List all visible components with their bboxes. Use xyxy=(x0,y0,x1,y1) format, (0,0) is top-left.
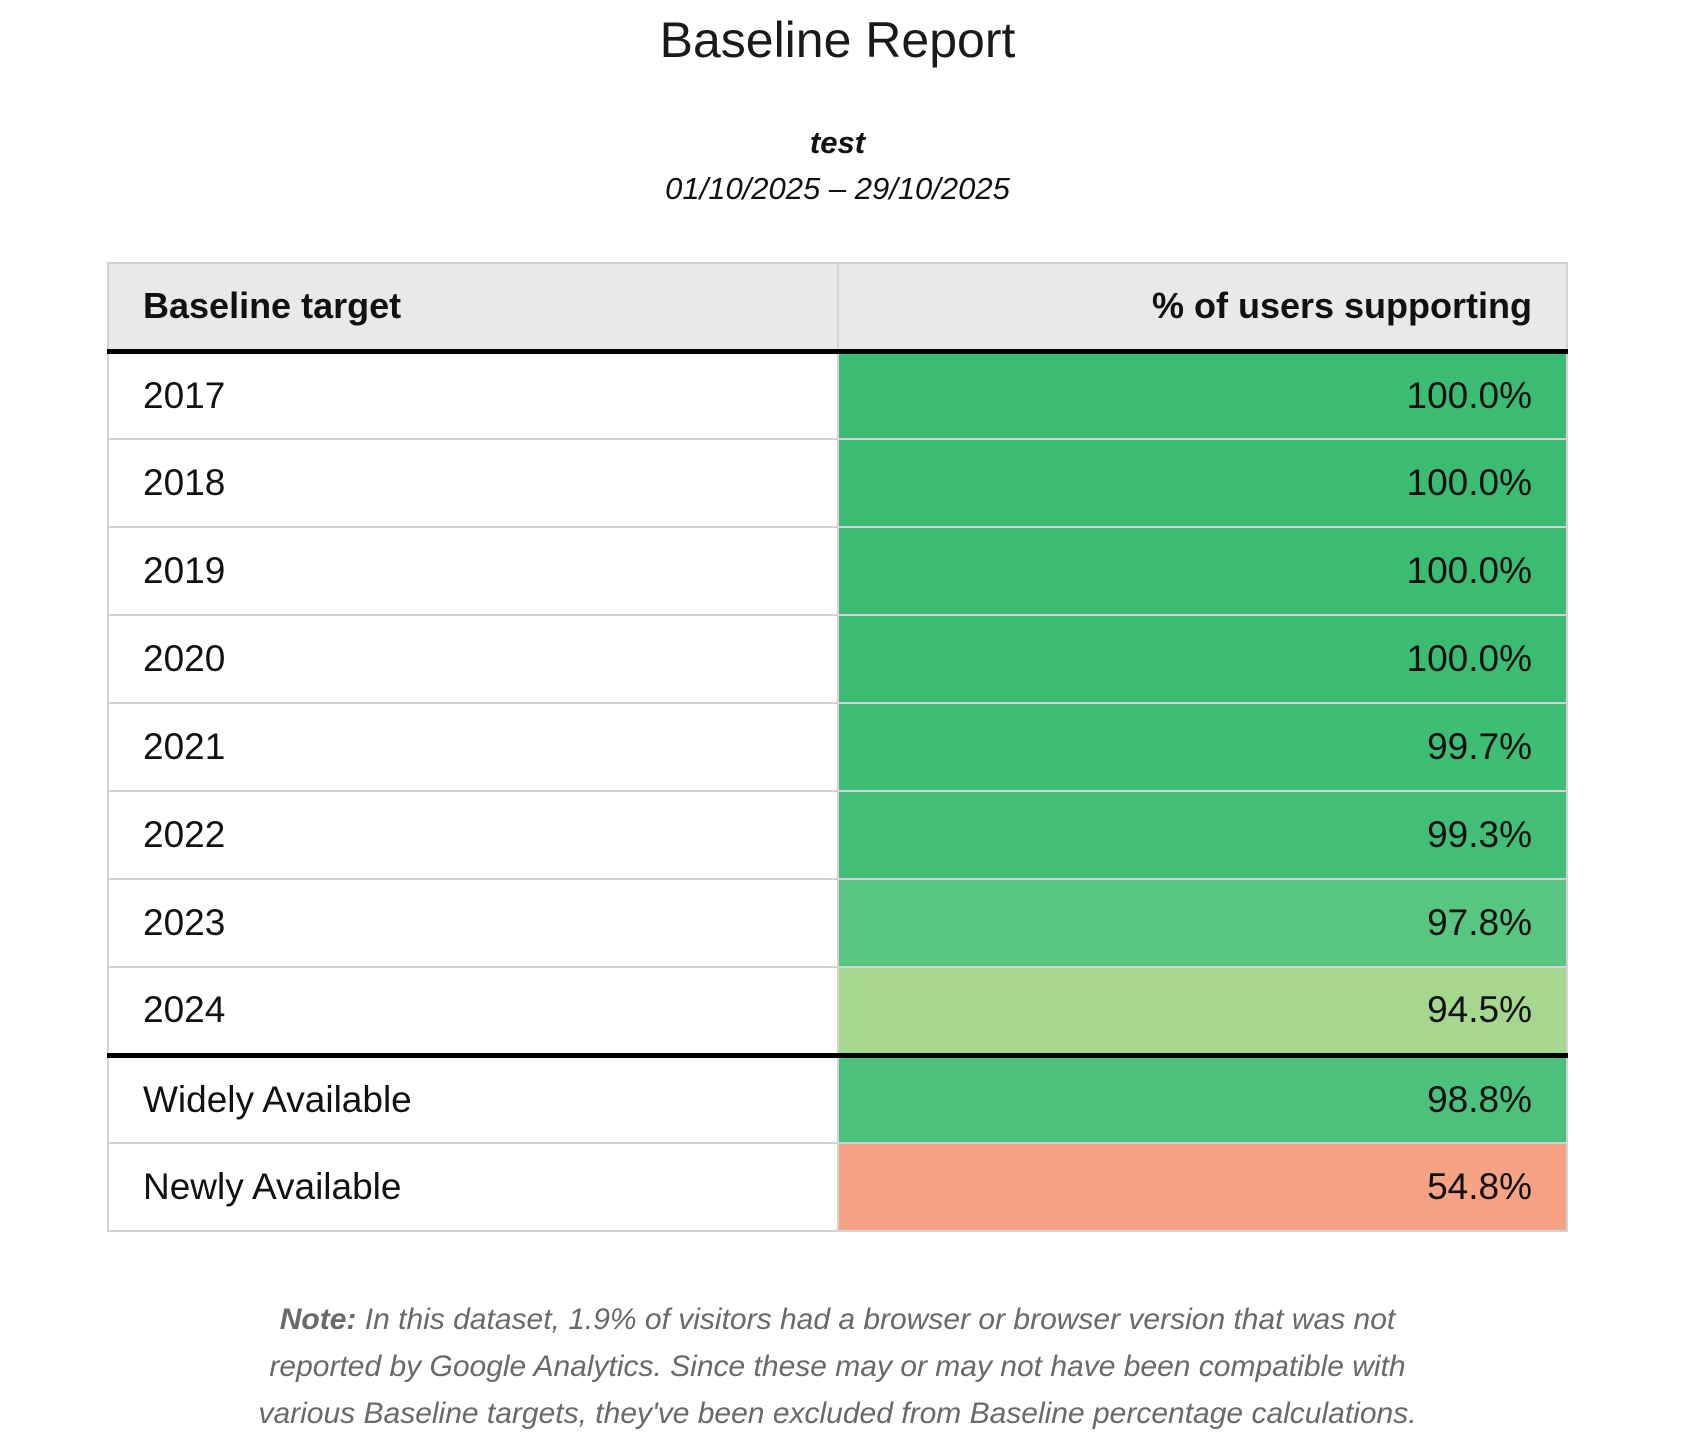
table-row: 2023 97.8% xyxy=(107,878,1568,968)
note-label: Note: xyxy=(279,1303,357,1336)
value-cell: 99.3% xyxy=(836,790,1568,880)
table-row: 2018 100.0% xyxy=(107,438,1568,528)
table-header-row: Baseline target % of users supporting xyxy=(107,262,1568,354)
table-body: 2017 100.0% 2018 100.0% 2019 100.0% 2020… xyxy=(107,350,1568,1232)
value-cell: 100.0% xyxy=(836,438,1568,528)
target-cell: 2018 xyxy=(107,438,839,528)
table-row: 2024 94.5% xyxy=(107,966,1568,1056)
value-cell: 98.8% xyxy=(836,1052,1568,1144)
table-row: 2020 100.0% xyxy=(107,614,1568,704)
page-title: Baseline Report xyxy=(659,12,1016,68)
report-page: Baseline Report test 01/10/2025 – 29/10/… xyxy=(107,0,1568,1437)
target-cell: 2024 xyxy=(107,966,839,1056)
value-cell: 97.8% xyxy=(836,878,1568,968)
table-row: 2019 100.0% xyxy=(107,526,1568,616)
column-header-percent-supporting: % of users supporting xyxy=(836,262,1568,354)
note-text: In this dataset, 1.9% of visitors had a … xyxy=(364,1303,1396,1336)
note-line: reported by Google Analytics. Since thes… xyxy=(269,1350,1406,1383)
table-row: Widely Available 98.8% xyxy=(107,1052,1568,1144)
table-row: 2017 100.0% xyxy=(107,350,1568,440)
target-cell: 2019 xyxy=(107,526,839,616)
value-cell: 99.7% xyxy=(836,702,1568,792)
target-cell: 2017 xyxy=(107,350,839,440)
target-cell: Widely Available xyxy=(107,1052,839,1144)
target-cell: 2021 xyxy=(107,702,839,792)
value-cell: 100.0% xyxy=(836,614,1568,704)
table-row: 2021 99.7% xyxy=(107,702,1568,792)
value-cell: 100.0% xyxy=(836,350,1568,440)
report-note: Note: In this dataset, 1.9% of visitors … xyxy=(107,1296,1568,1437)
baseline-table: Baseline target % of users supporting 20… xyxy=(107,262,1568,1232)
note-line: Note: In this dataset, 1.9% of visitors … xyxy=(107,1296,1568,1343)
table-row: 2022 99.3% xyxy=(107,790,1568,880)
value-cell: 100.0% xyxy=(836,526,1568,616)
column-header-baseline-target: Baseline target xyxy=(107,262,839,354)
target-cell: Newly Available xyxy=(107,1142,839,1232)
target-cell: 2023 xyxy=(107,878,839,968)
note-line: various Baseline targets, they've been e… xyxy=(258,1397,1417,1430)
report-subtitle: test xyxy=(809,125,866,160)
report-date-range: 01/10/2025 – 29/10/2025 xyxy=(665,171,1010,206)
target-cell: 2020 xyxy=(107,614,839,704)
value-cell: 54.8% xyxy=(836,1142,1568,1232)
table-row: Newly Available 54.8% xyxy=(107,1142,1568,1232)
value-cell: 94.5% xyxy=(836,966,1568,1056)
target-cell: 2022 xyxy=(107,790,839,880)
table-header: Baseline target % of users supporting xyxy=(107,262,1568,354)
